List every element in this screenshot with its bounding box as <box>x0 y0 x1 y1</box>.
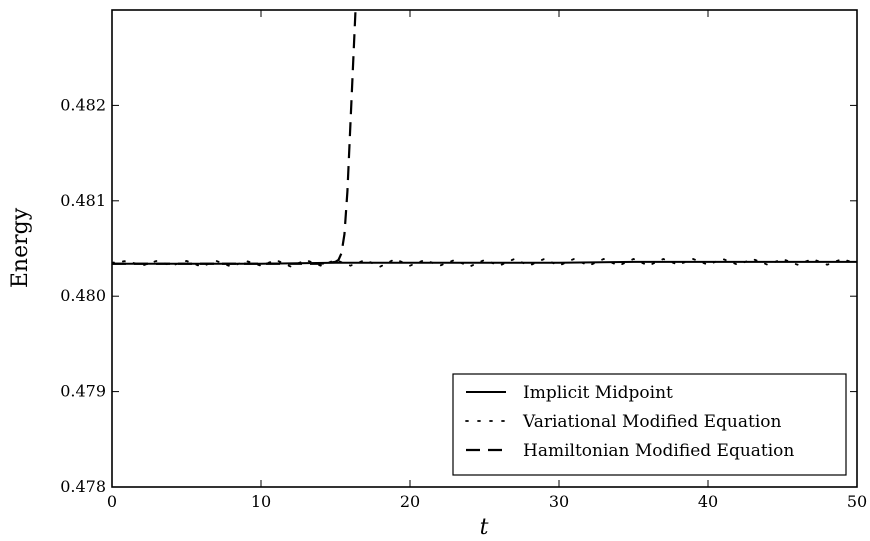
y-axis-label: Energy <box>8 207 33 288</box>
series-line-dashed <box>112 10 357 265</box>
x-tick-label: 10 <box>251 492 271 511</box>
x-tick-label: 0 <box>107 492 117 511</box>
legend-label: Implicit Midpoint <box>523 383 673 403</box>
legend: Implicit Midpoint Variational Modified Eq… <box>452 373 847 476</box>
y-tick-label: 0.482 <box>60 95 106 114</box>
legend-label: Hamiltonian Modified Equation <box>523 441 794 461</box>
x-tick-label: 20 <box>400 492 420 511</box>
legend-box <box>452 373 847 476</box>
x-axis-label: t <box>480 515 489 540</box>
x-tick-label: 30 <box>549 492 569 511</box>
plot-frame <box>111 9 858 488</box>
x-tick-label: 50 <box>847 492 867 511</box>
y-tick-label: 0.479 <box>60 382 106 401</box>
y-tick-label: 0.481 <box>60 191 106 210</box>
tick-layer: 0 10 20 30 40 50 0.478 0.479 0.480 0.481 0.482 <box>60 10 867 511</box>
y-tick-label: 0.480 <box>60 286 106 305</box>
series-line-solid <box>112 260 857 265</box>
y-tick-label: 0.478 <box>60 477 106 496</box>
series-layer <box>112 10 857 268</box>
x-tick-label: 40 <box>698 492 718 511</box>
legend-label: Variational Modified Equation <box>522 412 782 432</box>
